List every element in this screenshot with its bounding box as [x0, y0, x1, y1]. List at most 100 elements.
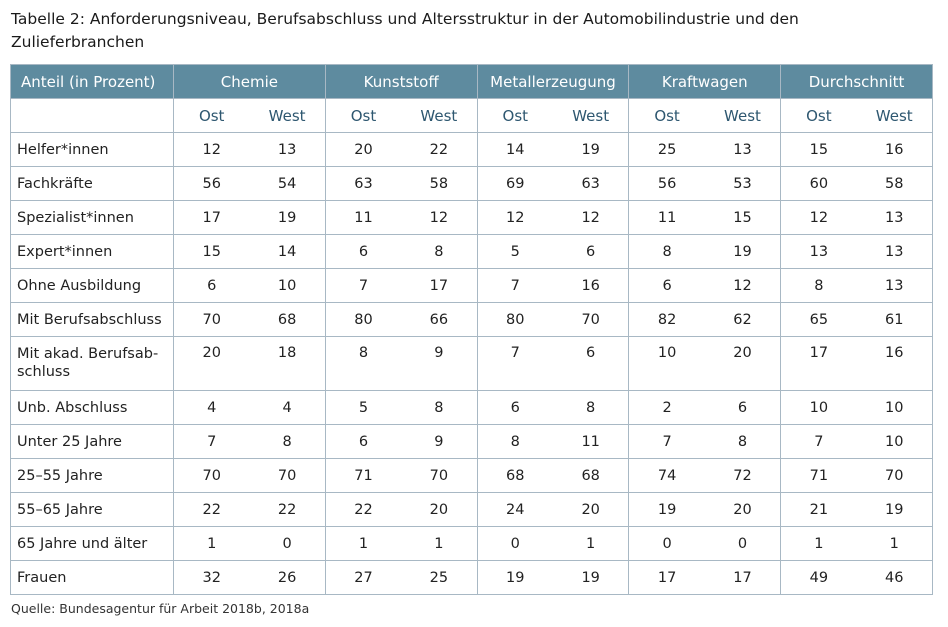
table-cell: 46 [856, 560, 933, 595]
table-cell: 58 [856, 166, 933, 201]
subheader-west: West [856, 98, 933, 133]
table-cell: 8 [249, 424, 326, 459]
table-cell: 6 [173, 268, 250, 303]
table-cell: 1 [324, 526, 402, 561]
table-cell: 20 [173, 336, 250, 391]
row-label: 65 Jahre und älter [10, 526, 174, 561]
table-cell: 49 [780, 560, 857, 595]
table-cell: 32 [173, 560, 250, 595]
table-cell: 19 [628, 492, 705, 527]
table-cell: 12 [552, 200, 630, 235]
table-cell: 5 [476, 234, 553, 269]
table-cell: 70 [173, 458, 250, 493]
table-cell: 14 [476, 132, 553, 167]
table-cell: 62 [704, 302, 782, 337]
table-cell: 13 [249, 132, 326, 167]
table-cell: 1 [552, 526, 630, 561]
table-cell: 0 [628, 526, 705, 561]
table-cell: 10 [628, 336, 705, 391]
table-cell: 7 [628, 424, 705, 459]
table-row: Fachkräfte 56 54 63 58 69 63 56 53 60 58 [10, 166, 933, 201]
row-label: Frauen [10, 560, 174, 595]
table-cell: 12 [173, 132, 250, 167]
table-cell: 0 [249, 526, 326, 561]
table-cell: 17 [173, 200, 250, 235]
group-header-durchschnitt: Durchschnitt [780, 64, 933, 99]
table-cell: 11 [324, 200, 402, 235]
row-label: Helfer*innen [10, 132, 174, 167]
row-label: Mit Berufsabschluss [10, 302, 174, 337]
table-cell: 2 [628, 390, 705, 425]
table-cell: 22 [173, 492, 250, 527]
table-cell: 74 [628, 458, 705, 493]
row-label: Unter 25 Jahre [10, 424, 174, 459]
row-label: Ohne Ausbildung [10, 268, 174, 303]
subheader-west: West [552, 98, 630, 133]
table-cell: 10 [249, 268, 326, 303]
table-cell: 1 [780, 526, 857, 561]
source-note: Quelle: Bundesagentur für Arbeit 2018b, … [11, 601, 310, 616]
table-cell: 8 [552, 390, 630, 425]
table-cell: 56 [628, 166, 705, 201]
table-subheader-row: Ost West Ost West Ost West Ost West Ost West [10, 98, 933, 133]
table-cell: 18 [249, 336, 326, 391]
row-label: Fachkräfte [10, 166, 174, 201]
table-cell: 68 [476, 458, 553, 493]
table-cell: 70 [173, 302, 250, 337]
table-cell: 53 [704, 166, 782, 201]
table-cell: 6 [552, 234, 630, 269]
table-cell: 19 [552, 132, 630, 167]
table-cell: 6 [704, 390, 782, 425]
row-label: 25–55 Jahre [10, 458, 174, 493]
table-cell: 8 [324, 336, 402, 391]
table-cell: 20 [401, 492, 478, 527]
table-cell: 60 [780, 166, 857, 201]
table-cell: 7 [173, 424, 250, 459]
subheader-ost: Ost [628, 98, 705, 133]
table-cell: 13 [704, 132, 782, 167]
table-cell: 17 [401, 268, 478, 303]
table-cell: 15 [704, 200, 782, 235]
table-cell: 15 [173, 234, 250, 269]
table-cell: 13 [856, 268, 933, 303]
table-cell: 66 [401, 302, 478, 337]
table-cell: 5 [324, 390, 402, 425]
table-cell: 12 [476, 200, 553, 235]
table-cell: 70 [552, 302, 630, 337]
table-cell: 21 [780, 492, 857, 527]
table-cell: 14 [249, 234, 326, 269]
table-cell: 4 [249, 390, 326, 425]
table-title: Tabelle 2: Anforderungsniveau, Berufsabs… [11, 10, 799, 51]
table-row: Helfer*innen 12 13 20 22 14 19 25 13 15 16 [10, 132, 933, 167]
table-cell: 0 [476, 526, 553, 561]
table-cell: 70 [249, 458, 326, 493]
table-cell: 65 [780, 302, 857, 337]
table-row: Unb. Abschluss 4 4 5 8 6 8 2 6 10 10 [10, 390, 933, 425]
subheader-ost: Ost [173, 98, 250, 133]
table-cell: 80 [324, 302, 402, 337]
table-cell: 7 [324, 268, 402, 303]
table-cell: 1 [401, 526, 478, 561]
table-cell: 7 [780, 424, 857, 459]
data-table: Anteil (in Prozent) Chemie Kunststoff Me… [10, 64, 933, 595]
table-cell: 13 [856, 200, 933, 235]
table-cell: 72 [704, 458, 782, 493]
table-header-row: Anteil (in Prozent) Chemie Kunststoff Me… [10, 64, 933, 99]
table-row: 55–65 Jahre 22 22 22 20 24 20 19 20 21 19 [10, 492, 933, 527]
table-cell: 10 [856, 424, 933, 459]
table-row: Ohne Ausbildung 6 10 7 17 7 16 6 12 8 13 [10, 268, 933, 303]
table-cell: 68 [552, 458, 630, 493]
table-cell: 7 [476, 336, 553, 391]
row-label: Expert*innen [10, 234, 174, 269]
table-cell: 7 [476, 268, 553, 303]
table-cell: 13 [856, 234, 933, 269]
table-cell: 6 [324, 234, 402, 269]
table-cell: 19 [476, 560, 553, 595]
table-cell: 16 [856, 132, 933, 167]
table-cell: 22 [401, 132, 478, 167]
table-cell: 16 [552, 268, 630, 303]
table-cell: 19 [552, 560, 630, 595]
table-cell: 8 [704, 424, 782, 459]
table-cell: 6 [628, 268, 705, 303]
table-cell: 63 [552, 166, 630, 201]
